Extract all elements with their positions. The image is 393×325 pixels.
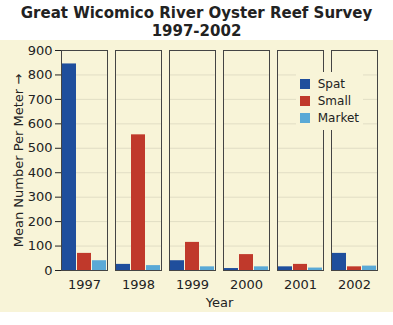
- svg-text:700: 700: [28, 92, 53, 107]
- svg-text:800: 800: [28, 67, 53, 82]
- svg-text:500: 500: [28, 140, 53, 155]
- svg-text:2002: 2002: [338, 277, 371, 292]
- svg-text:1999: 1999: [176, 277, 209, 292]
- svg-text:1998: 1998: [122, 277, 155, 292]
- html-text:Small: Small: [317, 94, 352, 108]
- svg-text:600: 600: [28, 116, 53, 131]
- svg-text:Year: Year: [205, 295, 234, 310]
- html-text:Spat: Spat: [317, 77, 345, 91]
- svg-text:900: 900: [28, 43, 53, 58]
- svg-text:100: 100: [28, 238, 53, 253]
- html-text:Market: Market: [317, 111, 359, 125]
- svg-text:Mean Number Per Meter →: Mean Number Per Meter →: [11, 74, 26, 248]
- html-text:1997-2002: 1997-2002: [151, 22, 242, 40]
- svg-text:2000: 2000: [230, 277, 263, 292]
- svg-text:2001: 2001: [284, 277, 317, 292]
- svg-text:300: 300: [28, 189, 53, 204]
- svg-text:200: 200: [28, 214, 53, 229]
- html-text:Great Wicomico River Oyster Re: Great Wicomico River Oyster Reef Survey: [20, 4, 373, 22]
- svg-text:400: 400: [28, 165, 53, 180]
- svg-text:1997: 1997: [68, 277, 101, 292]
- svg-text:0: 0: [44, 263, 52, 278]
